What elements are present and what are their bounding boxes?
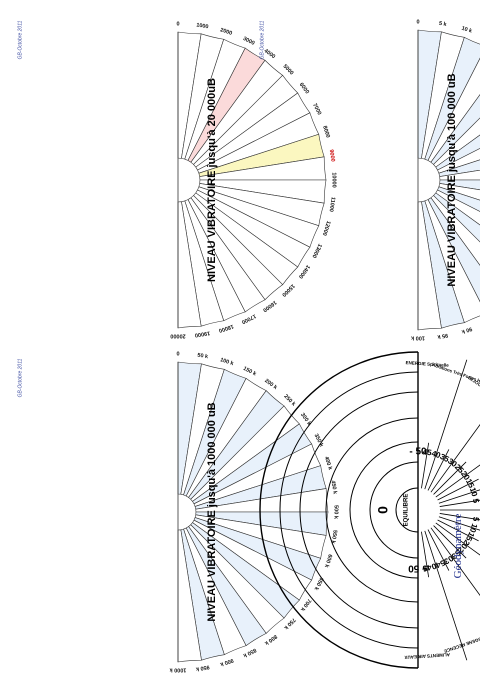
dial-tick-label: 550 k	[329, 529, 337, 544]
dial-tick-label: 100 k	[410, 335, 425, 341]
dial-tick-label: 750 k	[282, 616, 297, 631]
dial-tick-label: 5 k	[438, 21, 447, 28]
dial-tick-label: 19000	[194, 329, 210, 337]
geo-center-label: EQUILIBRE	[404, 494, 410, 527]
dial-tick-label: 250 k	[282, 394, 297, 409]
dial-tick-label: 8000	[321, 125, 330, 139]
dial-tick-label: 0	[416, 19, 419, 25]
dial-tick-label: 1000	[196, 22, 209, 30]
dial-title: NIVEAU VIBRATOIRE jusqu'à 1000 000 uB	[206, 402, 218, 621]
dial-tick-label: 13000	[310, 242, 322, 258]
dial-credit: GB-Octobre 2011	[259, 20, 265, 59]
dial-tick-label: 7000	[311, 103, 322, 117]
dial-title: NIVEAU VIBRATOIRE jusqu'à 100 000 uB	[446, 73, 458, 286]
dial-credit: GB-Octobre 2011	[17, 358, 23, 397]
geo-outer-divider	[473, 417, 480, 470]
dial-tick-label: 950 k	[194, 664, 209, 672]
dial-tick-label: 10 k	[461, 26, 474, 35]
dial-tick-label: 800 k	[263, 633, 278, 646]
geo-left-label: DEGENE RECENCE	[443, 635, 480, 653]
dial-tick-label: 20000	[170, 333, 185, 339]
dial-tick-label: 300 k	[299, 412, 312, 427]
dial-tick-label: 900 k	[218, 657, 234, 667]
dial-tick-label: 1000 k	[169, 667, 187, 673]
dial-tick-label: 200 k	[263, 378, 278, 391]
dial-tick-label: 450 k	[330, 480, 338, 495]
dial-tick-label: 0	[176, 351, 179, 357]
dial-tick-label: 400 k	[323, 456, 333, 472]
dial-tick-label: 18000	[218, 323, 234, 333]
geo-number: + 50	[408, 562, 428, 573]
geo-right-label: SEJOUR PROLONGE DANGER	[467, 375, 480, 417]
geo-number: 5	[471, 498, 480, 504]
dial-credit: GB-Octobre 2011	[17, 20, 23, 59]
dial-tick-label: 16000	[261, 299, 277, 313]
dial-tick-label: 0	[176, 21, 179, 27]
geo-number: 10	[468, 486, 479, 498]
dial-tick-label: 600 k	[323, 553, 333, 569]
dial-title: NIVEAU VIBRATOIRE jusqu'à 20 000uB	[206, 78, 218, 282]
geo-left-label: ALIMENTS AIR EAUX	[404, 652, 450, 660]
geo-number: 5	[471, 516, 480, 522]
dial-tick-label: 3000	[242, 36, 256, 47]
geo-right-label: Vibrations Très Fortes Haut Lieu	[431, 362, 480, 389]
geodynametre-caption: Géodynamètre	[452, 506, 464, 586]
dial-tick-label: 11000	[327, 196, 335, 212]
dial-tick-label: 50 k	[197, 353, 209, 361]
geo-outer-divider	[473, 550, 480, 603]
dial-tick-label: 500 k	[333, 505, 339, 520]
dial-tick-label: 10000	[331, 172, 337, 187]
dial-tick-label: 9000	[328, 149, 336, 162]
dial-tick-label: 14000	[297, 263, 311, 279]
dial-tick-label: 150 k	[242, 366, 258, 378]
geo-center-value: 0	[375, 506, 391, 514]
dial-tick-label: 6000	[298, 82, 310, 95]
dial-tick-label: 5000	[282, 64, 295, 77]
dial-tick-label: 850 k	[241, 647, 257, 659]
dial-tick-label: 17000	[240, 312, 256, 324]
dial-tick-label: 2000	[219, 27, 233, 36]
geo-outer-divider	[458, 382, 480, 455]
dial-tick-label: 95 k	[436, 332, 448, 340]
dial-tick-label: 12000	[321, 220, 331, 236]
dial-tick-label: 90 k	[460, 325, 473, 334]
dial-tick-label: 100 k	[219, 357, 235, 367]
dial-tick-label: 700 k	[298, 597, 311, 612]
